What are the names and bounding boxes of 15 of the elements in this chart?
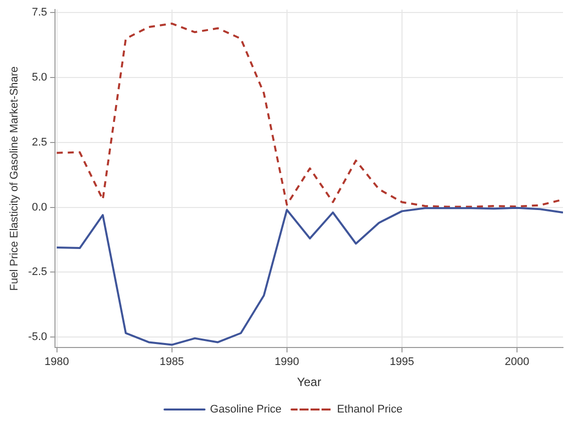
y-tick-label: -2.5 [28,266,48,278]
x-tick-label: 1990 [274,356,300,368]
legend-label: Gasoline Price [210,404,282,416]
x-tick-label: 1985 [160,356,184,368]
y-tick-label: 2.5 [32,136,48,148]
legend-label: Ethanol Price [337,404,402,416]
y-axis-title: Fuel Price Elasticity of Gasoline Market-Share [8,66,21,291]
y-tick-label: -5.0 [28,331,48,344]
y-tick-label: 0.0 [32,201,48,214]
y-tick-label: 5.0 [32,72,48,84]
x-tick-label: 1995 [390,356,414,368]
x-axis-title: Year [296,375,322,390]
x-tick-label: 1980 [44,356,70,368]
y-tick-label: 7.5 [32,6,48,19]
x-tick-label: 2000 [504,356,530,368]
